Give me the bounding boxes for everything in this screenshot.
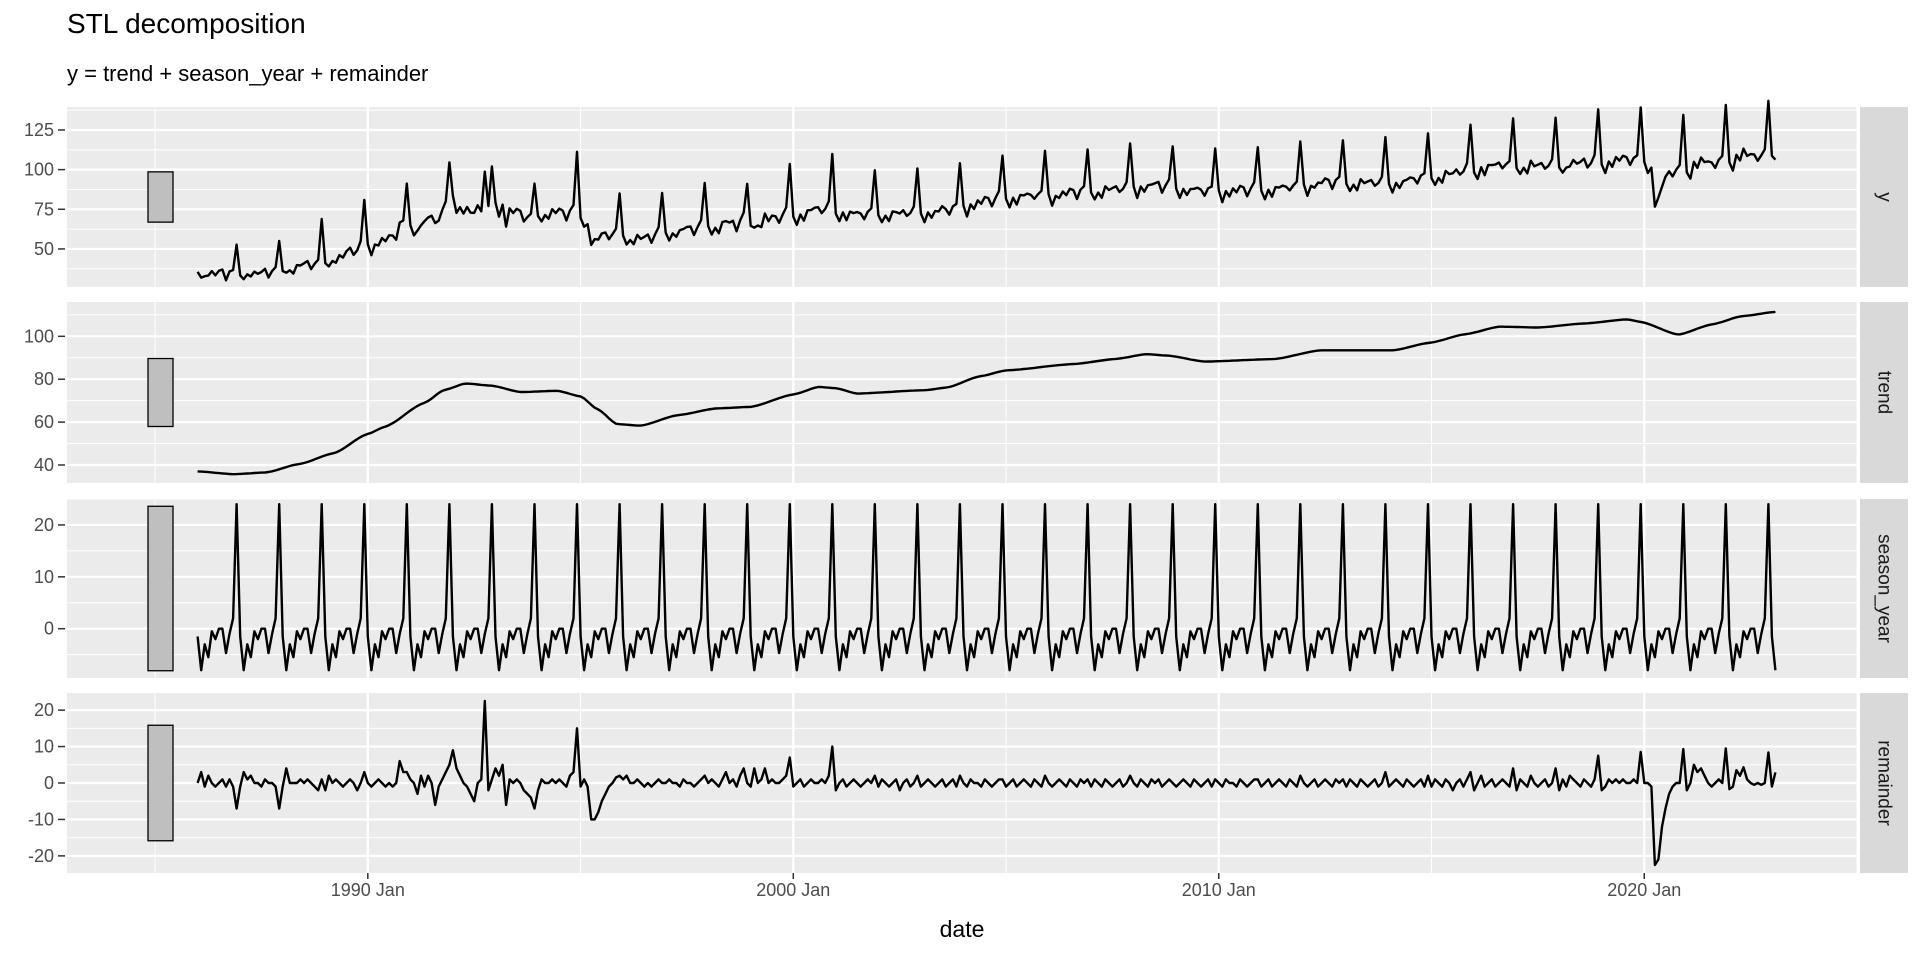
scale-bar	[147, 505, 174, 672]
y-tick-label: 10	[34, 567, 54, 587]
x-tick-label: 2000 Jan	[756, 880, 830, 900]
y-tick-label: 80	[34, 369, 54, 389]
facet-strip	[1860, 107, 1908, 287]
y-tick-label: 0	[44, 773, 54, 793]
facet-strip-label: remainder	[1874, 740, 1895, 826]
y-tick-label: 75	[34, 199, 54, 219]
facet-strip	[1860, 499, 1908, 678]
y-tick-label: 0	[44, 619, 54, 639]
y-tick-label: 100	[24, 326, 54, 346]
series-line-trend	[197, 310, 1776, 476]
facet-strip	[1860, 302, 1908, 483]
scale-bar	[147, 171, 174, 223]
facet-strip	[1860, 693, 1908, 873]
x-axis-label: date	[940, 916, 985, 942]
facet-strip-label: y	[1874, 192, 1895, 202]
x-tick-label: 2020 Jan	[1607, 880, 1681, 900]
x-tick-label: 1990 Jan	[331, 880, 405, 900]
panel-background	[67, 302, 1857, 483]
y-tick-label: 100	[24, 160, 54, 180]
series-line-y	[196, 99, 1777, 282]
facet-strip-label: trend	[1874, 371, 1895, 414]
y-tick-label: 10	[34, 737, 54, 757]
series-line-remainder	[196, 699, 1777, 867]
scale-bar	[147, 724, 174, 842]
facet-strip-label: season_year	[1874, 534, 1895, 643]
x-tick-label: 2010 Jan	[1182, 880, 1256, 900]
y-tick-label: -20	[28, 846, 54, 866]
y-tick-label: 20	[34, 515, 54, 535]
panel-trend: 40 60 80 100 trend	[24, 302, 1908, 483]
series-line-season_year	[196, 503, 1777, 672]
panel-season_year: 0 10 20 season_year	[34, 498, 1908, 678]
chart-title: STL decomposition	[67, 8, 306, 39]
chart-subtitle: y = trend + season_year + remainder	[67, 61, 429, 86]
y-tick-label: 40	[34, 455, 54, 475]
y-tick-label: 125	[24, 120, 54, 140]
panel-remainder: -20 -10 0 10 20 remainder	[28, 693, 1908, 873]
y-tick-label: -10	[28, 809, 54, 829]
panel-y: 50 75 100 125 y	[24, 99, 1908, 287]
y-tick-label: 20	[34, 700, 54, 720]
scale-bar	[147, 357, 174, 428]
y-tick-label: 50	[34, 239, 54, 259]
y-tick-label: 60	[34, 412, 54, 432]
